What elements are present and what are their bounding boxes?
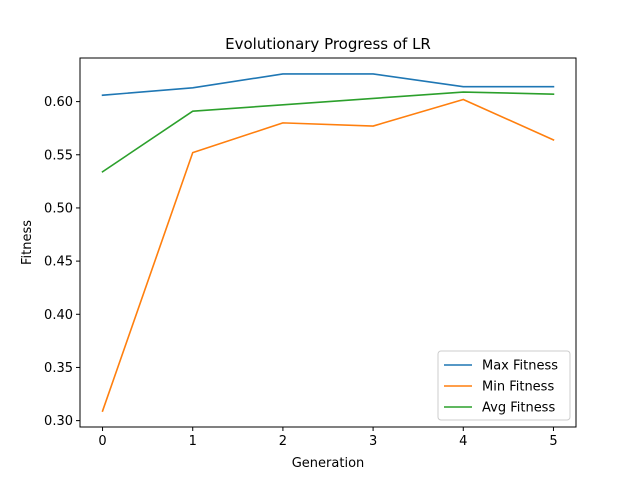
legend-box [437,350,571,421]
x-tick-label: 2 [279,434,287,449]
y-tick-label: 0.40 [44,308,73,323]
plot-frame [79,57,577,428]
x-axis-label: Generation [292,456,365,471]
y-axis-label: Fitness [20,220,35,265]
x-tick-label: 0 [98,434,106,449]
legend-label: Min Fitness [482,380,554,395]
y-tick-label: 0.30 [44,414,73,429]
x-tick-label: 4 [459,434,467,449]
chart-title: Evolutionary Progress of LR [225,35,431,53]
x-tick-label: 5 [549,434,557,449]
x-tick-label: 3 [369,434,377,449]
series-line-min-fitness [101,98,555,413]
y-tick-label: 0.45 [44,255,73,270]
series-line-avg-fitness [101,91,555,173]
series-line-max-fitness [101,73,555,97]
y-tick-label: 0.60 [44,95,73,110]
y-tick-label: 0.50 [44,201,73,216]
y-tick-label: 0.55 [44,148,73,163]
legend-label: Max Fitness [482,359,558,374]
plot-area: 0 1 2 3 4 5 0.30 0.35 0.40 0.45 0.50 0.55 0.60 [44,73,558,449]
x-tick-label: 1 [189,434,197,449]
y-tick-label: 0.35 [44,361,73,376]
legend: Max Fitness Min Fitness Avg Fitness [437,350,571,421]
legend-label: Avg Fitness [482,401,555,416]
